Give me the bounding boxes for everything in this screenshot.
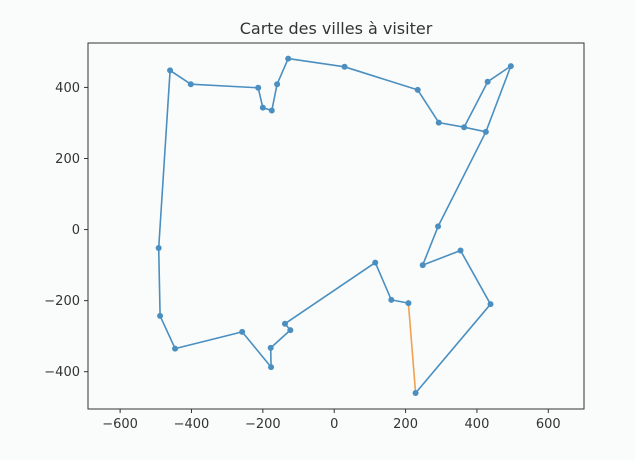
- city-point: [260, 105, 266, 111]
- plot-area: [88, 43, 584, 409]
- y-tick-label: −200: [44, 294, 80, 309]
- city-point: [508, 63, 514, 69]
- y-tick-label: 0: [72, 223, 80, 238]
- city-point: [413, 390, 419, 396]
- x-tick-label: 0: [330, 417, 338, 432]
- city-point: [435, 223, 441, 229]
- city-point: [458, 248, 464, 254]
- city-point: [342, 64, 348, 70]
- city-point: [269, 108, 275, 114]
- city-point: [156, 245, 162, 251]
- x-tick-label: −200: [245, 417, 281, 432]
- city-point: [188, 81, 194, 87]
- city-point: [405, 300, 411, 306]
- city-point: [485, 79, 491, 85]
- x-tick-label: 200: [393, 417, 418, 432]
- city-point: [282, 321, 288, 327]
- city-point: [268, 345, 274, 351]
- x-tick-label: −400: [174, 417, 210, 432]
- x-tick-label: −600: [102, 417, 138, 432]
- city-point: [167, 67, 173, 73]
- y-tick-label: 200: [55, 152, 80, 167]
- city-point: [483, 129, 489, 135]
- city-point: [415, 87, 421, 93]
- city-point: [255, 85, 261, 91]
- city-point: [461, 124, 467, 130]
- city-point: [388, 297, 394, 303]
- city-point: [372, 260, 378, 266]
- x-tick-label: 400: [465, 417, 490, 432]
- city-point: [436, 120, 442, 126]
- chart-title: Carte des villes à visiter: [240, 19, 433, 38]
- city-point: [420, 262, 426, 268]
- city-point: [488, 301, 494, 307]
- y-tick-label: −400: [44, 365, 80, 380]
- city-point: [287, 327, 293, 333]
- city-point: [172, 346, 178, 352]
- city-point: [157, 313, 163, 319]
- city-point: [268, 364, 274, 370]
- city-point: [285, 56, 291, 62]
- city-point: [239, 329, 245, 335]
- x-tick-label: 600: [536, 417, 561, 432]
- city-point: [274, 81, 280, 87]
- y-tick-label: 400: [55, 81, 80, 96]
